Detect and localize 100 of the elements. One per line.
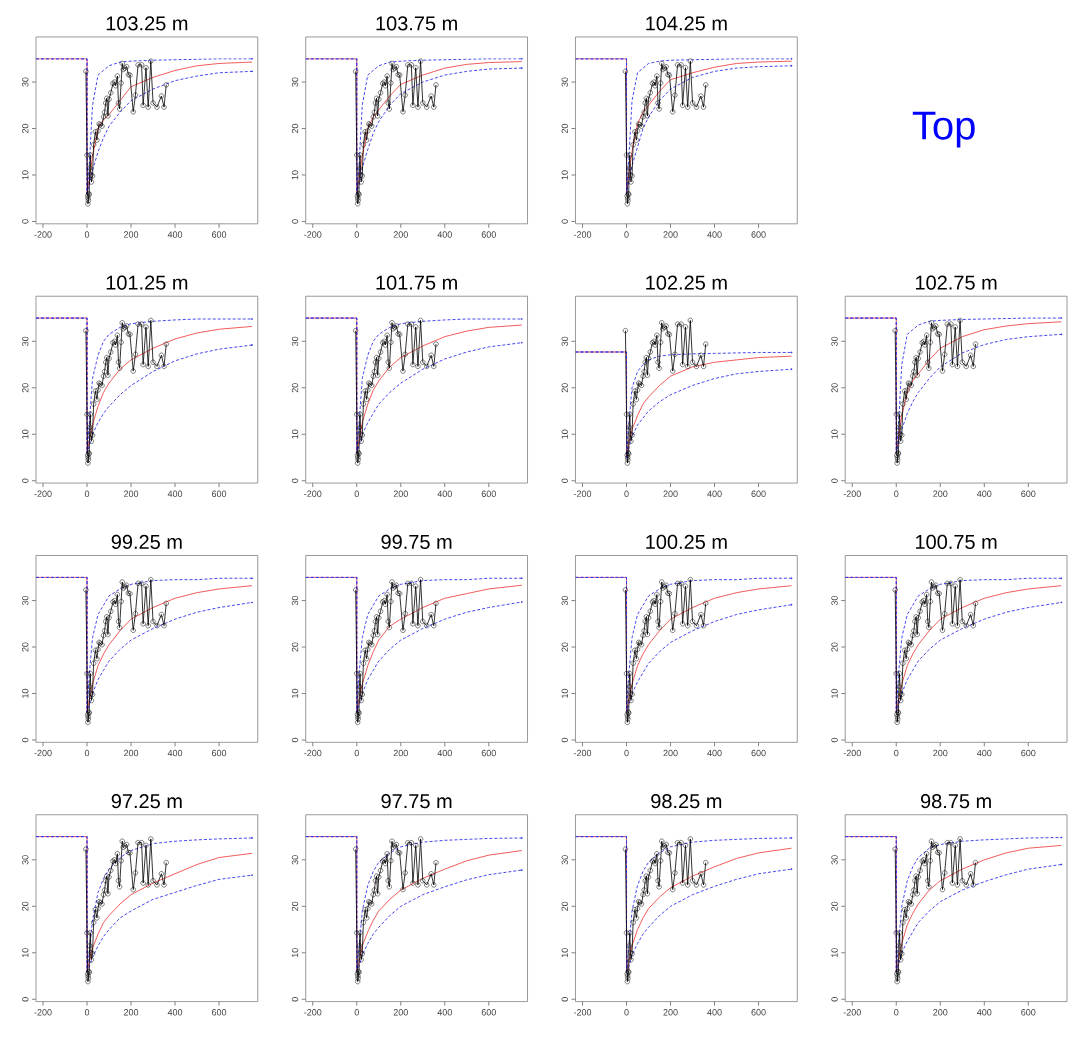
point bbox=[655, 878, 661, 884]
point bbox=[357, 152, 363, 158]
point bbox=[362, 129, 368, 135]
point bbox=[360, 920, 366, 926]
chart-title: 99.75 m bbox=[381, 534, 452, 549]
point bbox=[161, 623, 167, 629]
point bbox=[424, 882, 430, 888]
x-tick-label: 400 bbox=[437, 490, 452, 497]
point bbox=[140, 361, 146, 368]
point bbox=[420, 878, 426, 884]
point bbox=[158, 611, 164, 618]
point bbox=[903, 915, 909, 921]
point bbox=[645, 355, 652, 362]
point bbox=[693, 104, 700, 110]
point bbox=[92, 129, 98, 135]
point bbox=[659, 60, 665, 66]
point bbox=[642, 100, 648, 106]
point bbox=[418, 577, 424, 583]
x-tick-label: -200 bbox=[34, 490, 52, 497]
point bbox=[357, 670, 363, 677]
point bbox=[424, 104, 430, 110]
point bbox=[640, 114, 646, 120]
point bbox=[642, 359, 648, 365]
point bbox=[150, 359, 156, 365]
point bbox=[948, 840, 954, 846]
point bbox=[118, 858, 124, 864]
point bbox=[356, 943, 362, 949]
point bbox=[413, 324, 419, 330]
point bbox=[356, 424, 362, 430]
point bbox=[362, 647, 368, 653]
point bbox=[628, 179, 634, 185]
point bbox=[384, 591, 390, 598]
point bbox=[388, 858, 394, 864]
point bbox=[670, 368, 676, 374]
x-tick-label: 600 bbox=[481, 749, 496, 757]
point bbox=[360, 660, 366, 666]
point bbox=[355, 454, 361, 461]
point bbox=[672, 870, 678, 876]
x-tick-label: 200 bbox=[123, 749, 139, 757]
point bbox=[431, 882, 437, 888]
point bbox=[628, 438, 634, 444]
point bbox=[698, 871, 704, 877]
point bbox=[663, 582, 669, 588]
point bbox=[914, 631, 920, 638]
point bbox=[642, 878, 648, 884]
point bbox=[119, 320, 125, 326]
point bbox=[634, 906, 641, 912]
point bbox=[675, 840, 681, 846]
point bbox=[925, 618, 931, 625]
point bbox=[365, 906, 371, 912]
point bbox=[897, 670, 903, 677]
point bbox=[154, 104, 160, 110]
x-tick-label: -200 bbox=[304, 231, 322, 238]
point bbox=[654, 591, 660, 598]
point bbox=[685, 882, 691, 888]
point bbox=[963, 363, 969, 369]
y-tick-label: 10 bbox=[22, 948, 29, 958]
point bbox=[689, 359, 696, 365]
point bbox=[115, 878, 122, 884]
point bbox=[114, 332, 120, 338]
point bbox=[102, 887, 108, 893]
point bbox=[900, 401, 906, 407]
x-tick-label: 600 bbox=[751, 749, 766, 757]
point bbox=[145, 104, 151, 110]
point bbox=[896, 424, 902, 430]
point bbox=[922, 342, 928, 348]
point bbox=[957, 577, 963, 583]
point bbox=[644, 113, 650, 119]
point bbox=[927, 598, 933, 605]
point bbox=[385, 100, 391, 106]
point bbox=[87, 670, 93, 677]
y-tick-label: 20 bbox=[561, 642, 568, 652]
y-tick-label: 20 bbox=[22, 901, 29, 911]
point bbox=[685, 623, 691, 629]
point bbox=[87, 943, 93, 949]
point bbox=[100, 373, 107, 379]
point bbox=[420, 618, 426, 625]
chart-title: 103.25 m bbox=[106, 16, 188, 31]
point bbox=[370, 892, 376, 898]
point bbox=[143, 324, 149, 330]
point bbox=[898, 438, 904, 444]
point bbox=[87, 683, 93, 690]
point bbox=[103, 359, 109, 365]
point bbox=[410, 880, 416, 886]
x-tick-label: 200 bbox=[663, 1009, 678, 1016]
x-tick-label: 600 bbox=[212, 749, 227, 757]
point bbox=[644, 891, 650, 897]
point bbox=[94, 656, 100, 662]
point bbox=[633, 137, 639, 143]
x-tick-label: 0 bbox=[84, 1009, 90, 1016]
x-tick-label: 0 bbox=[894, 1009, 899, 1016]
chart-title: 98.75 m bbox=[920, 794, 991, 809]
point bbox=[100, 632, 107, 638]
point bbox=[389, 838, 395, 844]
point bbox=[382, 860, 388, 867]
y-tick-label: 20 bbox=[561, 123, 568, 134]
point bbox=[418, 836, 424, 842]
point bbox=[99, 382, 105, 388]
point bbox=[356, 165, 362, 171]
point bbox=[354, 670, 360, 677]
